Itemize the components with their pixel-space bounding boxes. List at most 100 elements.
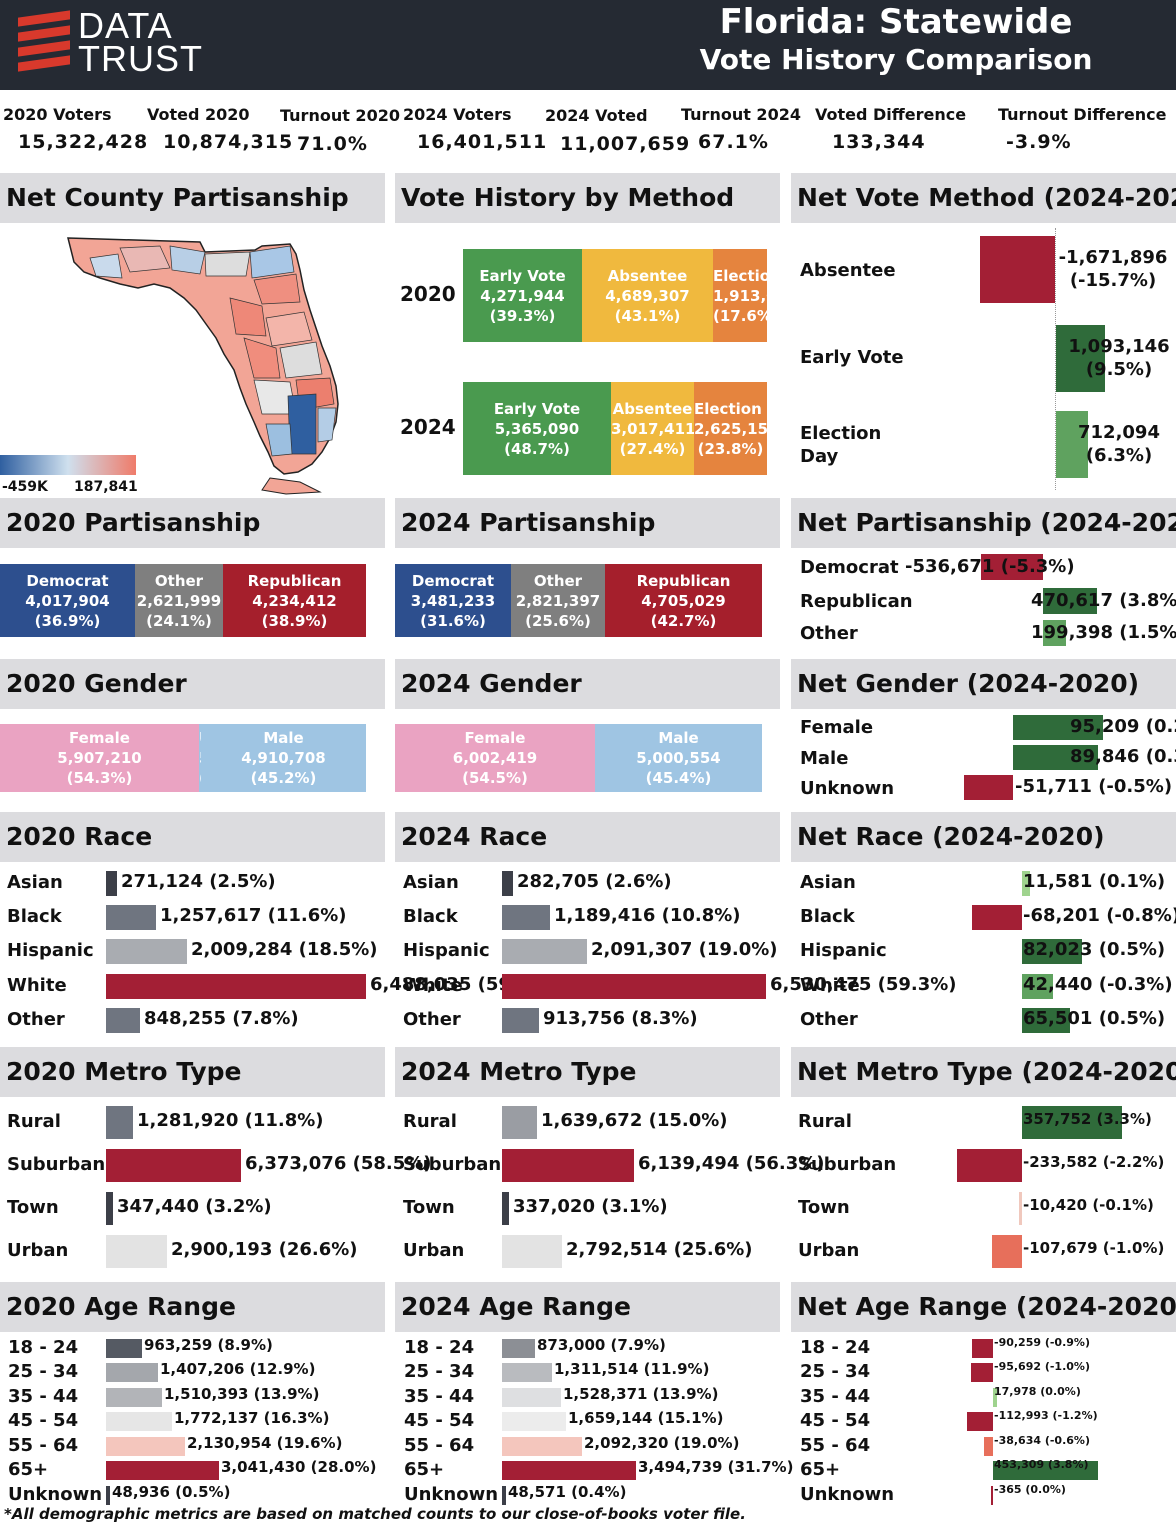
stack-segment-text: Early Vote <box>479 267 566 285</box>
net-method-value-pct: (9.5%) <box>1085 359 1153 380</box>
net-party-value: 470,617 (3.8%) <box>1031 590 1176 611</box>
net-value: 42,440 (-0.3%) <box>1023 974 1173 995</box>
value-label: 347,440 (3.2%) <box>117 1196 272 1217</box>
row-label: Town <box>403 1197 455 1218</box>
net-bar <box>1022 938 1082 964</box>
stack-segment-text: Male <box>658 729 699 747</box>
net-gender-bar <box>964 775 1013 800</box>
stack-segment: Female 6,002,419 (54.5%) <box>395 724 595 792</box>
stack-segment-text: (45.2%) <box>250 769 317 787</box>
net-party-label: Democrat <box>800 557 899 578</box>
stack-segment-text: 3,481,233 <box>410 592 496 610</box>
stack-segment-text: 4,017,904 <box>25 592 110 610</box>
value-label: 913,756 (8.3%) <box>543 1008 698 1029</box>
net-bar <box>1022 1105 1122 1139</box>
net-value: 357,752 (3.3%) <box>1023 1110 1152 1128</box>
value-bar <box>106 1148 241 1182</box>
stat-value: 133,344 <box>832 131 926 153</box>
logo-stripe-icon <box>18 25 70 42</box>
value-bar <box>106 973 366 999</box>
map-legend-min: -459K <box>2 479 48 495</box>
net-method-bar <box>1056 325 1105 392</box>
stack-segment-text: 4,705,029 <box>641 592 726 610</box>
net-gender-value: 89,846 (0.3%) <box>1070 746 1176 767</box>
section-title: Vote History by Method <box>395 173 780 223</box>
stack-segment-text: 56,397 <box>199 748 201 768</box>
value-label: 3,041,430 (28.0%) <box>221 1458 377 1476</box>
page-subtitle: Vote History Comparison <box>699 43 1093 76</box>
stat-label: 2024 Voted <box>545 106 648 125</box>
row-label: 45 - 54 <box>800 1410 871 1431</box>
stack-segment-text: Other <box>154 572 204 590</box>
value-label: 282,705 (2.6%) <box>517 871 672 892</box>
section-title: Net Vote Method (2024-2020) <box>791 173 1176 223</box>
logo-stripe-icon <box>18 55 70 72</box>
value-label: 1,639,672 (15.0%) <box>541 1110 728 1131</box>
section-title: 2024 Age Range <box>395 1282 780 1332</box>
row-label: 45 - 54 <box>404 1410 475 1431</box>
row-label: Black <box>800 906 855 927</box>
net-party-bar <box>1043 620 1066 646</box>
value-bar <box>502 1191 509 1225</box>
value-label: 2,130,954 (19.6%) <box>187 1434 343 1452</box>
net-method-bar <box>980 236 1055 303</box>
row-label: 55 - 64 <box>800 1435 871 1456</box>
row-label: Town <box>798 1197 850 1218</box>
stack-segment-text: 5,365,090 <box>494 420 580 438</box>
row-label: Asian <box>800 872 856 893</box>
stat-value: 67.1% <box>698 131 769 153</box>
row-label: Suburban <box>403 1154 502 1175</box>
stack-segment: Election Day 2,625,158 (23.8%) <box>694 382 767 475</box>
row-label: 18 - 24 <box>8 1337 79 1358</box>
logo-stripe-icon <box>18 40 70 57</box>
value-label: 3,494,739 (31.7%) <box>638 1458 794 1476</box>
value-bar <box>502 1436 582 1456</box>
net-party-value: -536,671 (-5.3%) <box>905 556 1075 577</box>
stat-value: 10,874,315 <box>163 131 294 153</box>
row-label: Hispanic <box>403 940 490 961</box>
section-title: 2020 Partisanship <box>0 498 385 548</box>
net-gender-bar <box>1013 715 1103 740</box>
method-year-2024: 2024 <box>400 415 456 439</box>
value-label: 1,311,514 (11.9%) <box>554 1360 710 1378</box>
value-bar <box>502 1460 636 1480</box>
value-label: 6,373,076 (58.5%) <box>245 1153 432 1174</box>
stat-value: -3.9% <box>1006 131 1072 153</box>
value-label: 48,936 (0.5%) <box>112 1483 231 1501</box>
stack-segment: Republican 4,705,029 (42.7%) <box>605 564 762 637</box>
net-method-value-pct: (6.3%) <box>1085 445 1153 466</box>
stack-segment-text: (24.1%) <box>146 612 212 630</box>
value-bar <box>106 1007 140 1033</box>
net-method-label: Early Vote <box>800 347 904 368</box>
net-bar <box>972 1338 993 1358</box>
stat-value: 16,401,511 <box>417 131 548 153</box>
row-label: Black <box>403 906 458 927</box>
stack-segment-text: (54.5%) <box>462 769 528 787</box>
row-label: Town <box>7 1197 59 1218</box>
net-bar <box>984 1436 993 1456</box>
value-bar <box>502 1362 552 1382</box>
stack-segment-text: 4,689,307 <box>605 287 690 305</box>
value-bar <box>502 1105 537 1139</box>
stack-segment-text: (38.9%) <box>261 612 328 630</box>
value-bar <box>502 1485 506 1505</box>
row-label: White <box>800 975 860 996</box>
stack-segment: Early Vote 5,365,090 (48.7%) <box>463 382 611 475</box>
value-label: 2,009,284 (18.5%) <box>191 939 378 960</box>
value-label: 1,510,393 (13.9%) <box>164 1385 320 1403</box>
stack-segment: Female 5,907,210 (54.3%) <box>0 724 199 792</box>
net-value: -95,692 (-1.0%) <box>994 1360 1090 1373</box>
row-label: Other <box>800 1009 858 1030</box>
value-bar <box>502 1234 562 1268</box>
county-map <box>0 237 339 495</box>
stack-segment-text: Female <box>69 729 130 747</box>
stack-segment: Absentee 4,689,307 (43.1%) <box>582 249 713 342</box>
stack-segment-text: 3,017,411 <box>611 420 694 438</box>
header-bar: DATA TRUST Florida: Statewide Vote Histo… <box>0 0 1176 90</box>
stack-segment-text: (54.3%) <box>66 769 133 787</box>
value-label: 1,772,137 (16.3%) <box>174 1409 330 1427</box>
stack-segment-text: Election Day <box>694 400 767 418</box>
stack-segment-text: (36.9%) <box>34 612 101 630</box>
value-label: 2,091,307 (19.0%) <box>591 939 778 960</box>
stack-segment-text: Election Day <box>713 267 767 285</box>
